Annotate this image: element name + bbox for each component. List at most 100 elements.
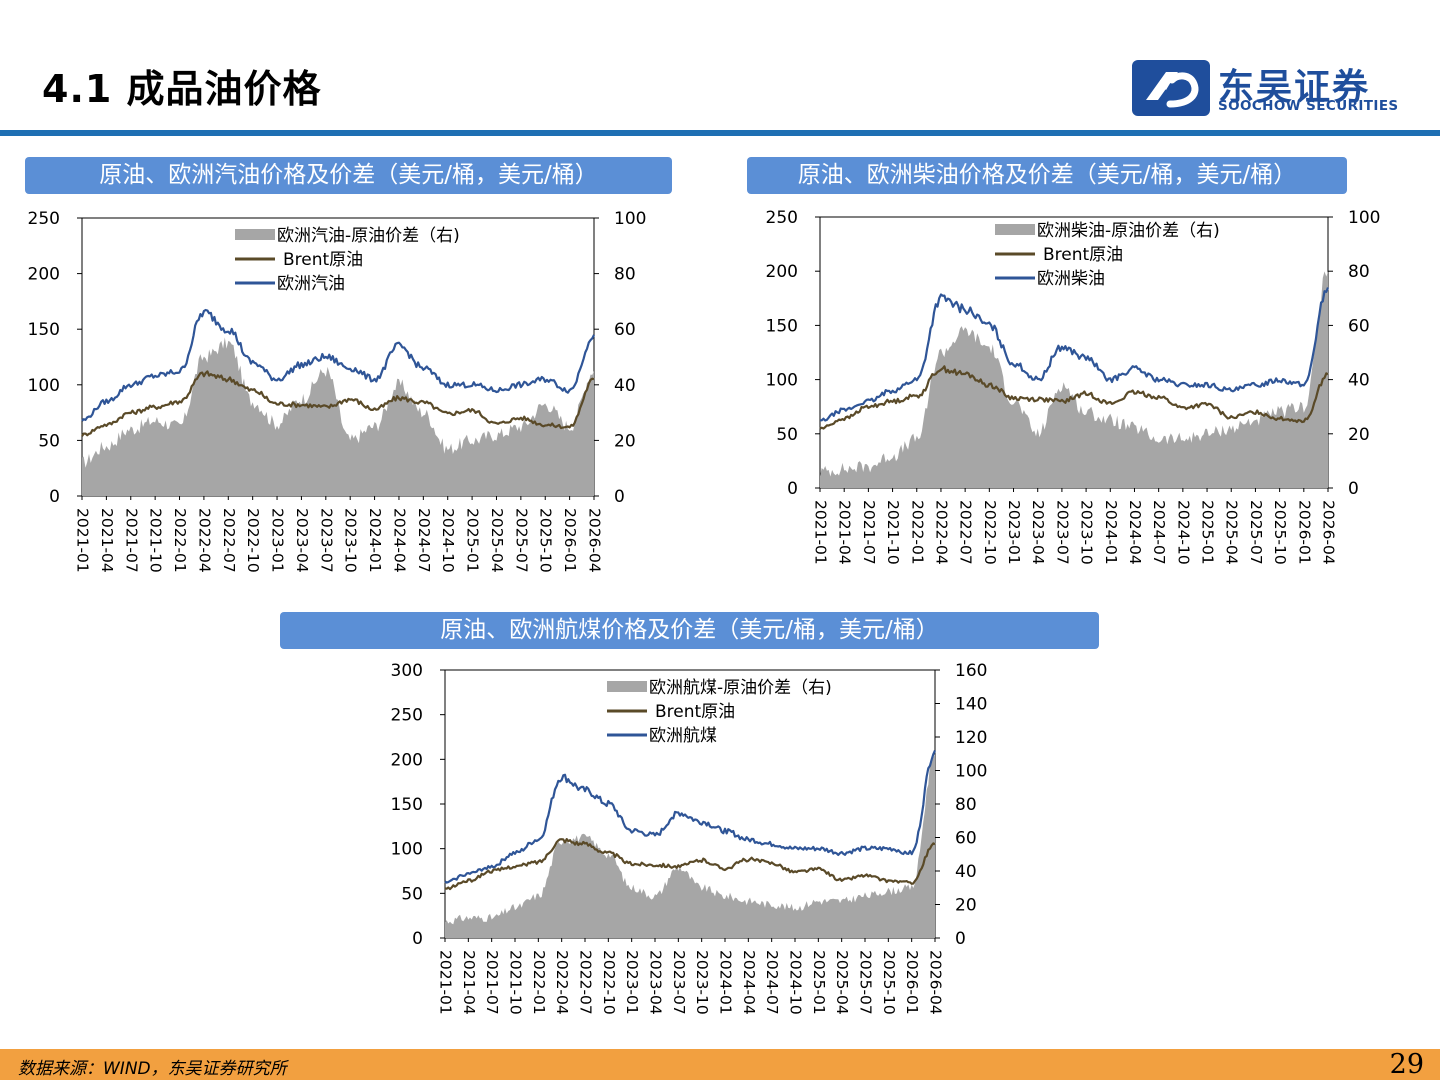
right-axis-tick-label: 0 bbox=[614, 487, 625, 507]
x-axis-tick-label: 2021-07 bbox=[122, 508, 140, 573]
header-divider bbox=[0, 130, 1440, 136]
x-axis-tick-label: 2025-04 bbox=[833, 950, 851, 1015]
data-source-note: 数据来源：WIND，东吴证券研究所 bbox=[18, 1059, 287, 1079]
x-axis-tick-label: 2024-10 bbox=[1174, 500, 1192, 565]
logo-chinese-name: 东吴证券 bbox=[1218, 67, 1371, 108]
left-axis-tick-label: 200 bbox=[391, 750, 423, 770]
x-axis-tick-label: 2021-10 bbox=[884, 500, 902, 565]
x-axis-tick-label: 2021-07 bbox=[483, 950, 501, 1015]
x-axis-tick-label: 2025-10 bbox=[1271, 500, 1289, 565]
legend-area-swatch bbox=[607, 681, 647, 692]
right-axis-tick-label: 100 bbox=[1348, 208, 1380, 228]
footer-bar: 数据来源：WIND，东吴证券研究所 29 bbox=[0, 1049, 1440, 1080]
x-axis-tick-label: 2023-01 bbox=[1005, 500, 1023, 565]
legend-label: Brent原油 bbox=[655, 702, 735, 722]
right-axis-tick-label: 0 bbox=[1348, 479, 1359, 499]
x-axis-tick-label: 2025-07 bbox=[1247, 500, 1265, 565]
x-axis-tick-label: 2023-04 bbox=[293, 508, 311, 573]
x-axis-tick-label: 2022-07 bbox=[220, 508, 238, 573]
x-axis-tick-label: 2021-01 bbox=[74, 508, 92, 573]
right-axis-tick-label: 60 bbox=[1348, 316, 1370, 336]
x-axis-tick-label: 2026-01 bbox=[903, 950, 921, 1015]
x-axis-tick-label: 2022-04 bbox=[553, 950, 571, 1015]
legend-label: Brent原油 bbox=[283, 250, 363, 270]
right-axis-tick-label: 100 bbox=[614, 209, 646, 229]
x-axis-tick-label: 2025-07 bbox=[512, 508, 530, 573]
gasoline-chart-header: 原油、欧洲汽油价格及价差（美元/桶，美元/桶） bbox=[25, 157, 672, 194]
x-axis-tick-label: 2025-01 bbox=[1199, 500, 1217, 565]
legend-label: Brent原油 bbox=[1043, 245, 1123, 265]
x-axis-tick-label: 2021-04 bbox=[98, 508, 116, 573]
x-axis-tick-label: 2022-01 bbox=[171, 508, 189, 573]
x-axis-tick-label: 2024-01 bbox=[717, 950, 735, 1015]
right-axis-tick-label: 40 bbox=[614, 376, 636, 396]
page-title: 4.1 成品油价格 bbox=[42, 67, 322, 111]
left-axis-tick-label: 200 bbox=[28, 265, 60, 285]
x-axis-tick-label: 2023-04 bbox=[647, 950, 665, 1015]
right-axis-tick-label: 60 bbox=[955, 829, 977, 849]
jet-fuel-spread-chart: 0 50 100 150 200 250 300 0 20 40 60 80 100 120 140 160 2… bbox=[391, 661, 988, 1015]
left-axis-tick-label: 150 bbox=[766, 316, 798, 336]
x-axis-tick-label: 2023-07 bbox=[317, 508, 335, 573]
x-axis-tick-label: 2026-01 bbox=[1295, 500, 1313, 565]
left-axis-tick-label: 0 bbox=[49, 487, 60, 507]
x-axis-tick-label: 2022-04 bbox=[195, 508, 213, 573]
jet-fuel-chart-header: 原油、欧洲航煤价格及价差（美元/桶，美元/桶） bbox=[280, 612, 1099, 649]
brent-line-series bbox=[81, 370, 595, 437]
spread-area-series bbox=[820, 271, 1328, 488]
left-axis-tick-label: 250 bbox=[766, 208, 798, 228]
x-axis-tick-label: 2025-01 bbox=[810, 950, 828, 1015]
x-axis-tick-label: 2025-10 bbox=[537, 508, 555, 573]
x-axis-tick-label: 2025-04 bbox=[488, 508, 506, 573]
x-axis-tick-label: 2023-01 bbox=[623, 950, 641, 1015]
x-axis-tick-label: 2022-10 bbox=[244, 508, 262, 573]
x-axis-tick-label: 2023-07 bbox=[670, 950, 688, 1015]
legend-label: 欧洲航煤 bbox=[649, 726, 717, 746]
x-axis-tick-label: 2022-01 bbox=[530, 950, 548, 1015]
x-axis-tick-label: 2026-04 bbox=[927, 950, 945, 1015]
x-axis-tick-label: 2021-04 bbox=[836, 500, 854, 565]
x-axis-tick-label: 2024-07 bbox=[763, 950, 781, 1015]
x-axis-tick-label: 2022-10 bbox=[981, 500, 999, 565]
spread-area-series bbox=[82, 337, 594, 496]
x-axis-tick-label: 2023-01 bbox=[269, 508, 287, 573]
right-axis-tick-label: 60 bbox=[614, 320, 636, 340]
product-line-series bbox=[444, 749, 937, 884]
x-axis-tick-label: 2022-01 bbox=[908, 500, 926, 565]
page-number: 29 bbox=[1389, 1049, 1424, 1080]
x-axis-tick-label: 2024-01 bbox=[1102, 500, 1120, 565]
x-axis-tick-label: 2021-01 bbox=[437, 950, 455, 1015]
x-axis-tick-label: 2021-07 bbox=[860, 500, 878, 565]
x-axis-tick-label: 2026-04 bbox=[586, 508, 604, 573]
left-axis-tick-label: 100 bbox=[28, 376, 60, 396]
legend-area-swatch bbox=[995, 224, 1035, 235]
x-axis-tick-label: 2024-04 bbox=[390, 508, 408, 573]
gasoline-spread-chart: 0 50 100 150 200 250 0 20 40 60 80 100 2021-01 2021-0… bbox=[28, 209, 647, 573]
legend-label: 欧洲柴油 bbox=[1037, 269, 1105, 289]
right-axis-tick-label: 20 bbox=[955, 896, 977, 916]
right-axis-tick-label: 20 bbox=[614, 431, 636, 451]
x-axis-tick-label: 2024-07 bbox=[415, 508, 433, 573]
x-axis-tick-label: 2024-07 bbox=[1150, 500, 1168, 565]
right-axis-tick-label: 80 bbox=[614, 265, 636, 285]
left-axis-tick-label: 0 bbox=[787, 479, 798, 499]
x-axis-tick-label: 2022-07 bbox=[577, 950, 595, 1015]
right-axis-tick-label: 0 bbox=[955, 929, 966, 949]
right-axis-tick-label: 40 bbox=[1348, 371, 1370, 391]
product-line-series bbox=[820, 287, 1330, 422]
left-axis-tick-label: 50 bbox=[776, 425, 798, 445]
x-axis-tick-label: 2022-10 bbox=[600, 950, 618, 1015]
left-axis-tick-label: 100 bbox=[766, 371, 798, 391]
right-axis-tick-label: 20 bbox=[1348, 425, 1370, 445]
left-axis-tick-label: 50 bbox=[38, 431, 60, 451]
left-axis-tick-label: 150 bbox=[391, 795, 423, 815]
right-axis-tick-label: 160 bbox=[955, 661, 987, 681]
right-axis-tick-label: 140 bbox=[955, 695, 987, 715]
diesel-chart-header: 原油、欧洲柴油价格及价差（美元/桶，美元/桶） bbox=[747, 157, 1347, 194]
right-axis-tick-label: 120 bbox=[955, 728, 987, 748]
spread-area-series bbox=[445, 753, 935, 938]
logo-english-name: SOOCHOW SECURITIES bbox=[1218, 98, 1399, 114]
x-axis-tick-label: 2025-07 bbox=[857, 950, 875, 1015]
x-axis-tick-label: 2026-01 bbox=[561, 508, 579, 573]
x-axis-tick-label: 2023-04 bbox=[1029, 500, 1047, 565]
